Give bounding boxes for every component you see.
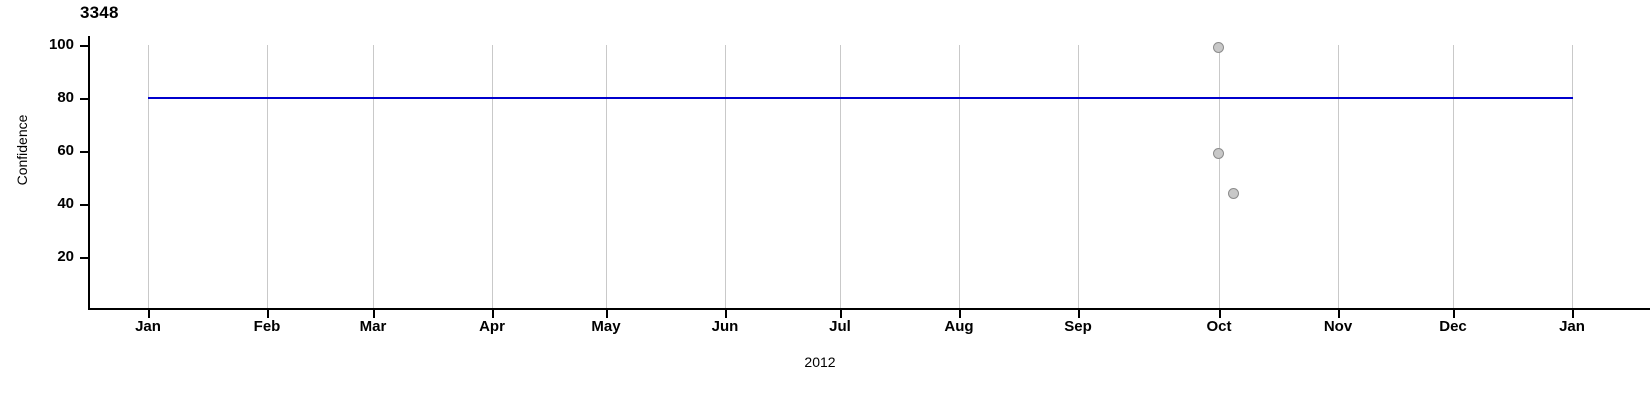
gridline (492, 45, 493, 308)
x-tick-mark (725, 310, 727, 318)
gridline (1453, 45, 1454, 308)
x-tick-label-oct: Oct (1206, 318, 1232, 335)
gridline (1338, 45, 1339, 308)
x-tick-mark (267, 310, 269, 318)
gridline (373, 45, 374, 308)
x-tick-mark (373, 310, 375, 318)
y-tick-label-40: 40 (57, 195, 74, 212)
x-tick-label-mar: Mar (359, 318, 387, 335)
x-tick-label-jul: Jul (829, 318, 851, 335)
y-tick-mark (80, 98, 88, 100)
y-tick-label-60: 60 (57, 142, 74, 159)
x-tick-mark (148, 310, 150, 318)
x-tick-label-aug: Aug (944, 318, 974, 335)
y-tick-mark (80, 151, 88, 153)
gridline (606, 45, 607, 308)
x-tick-mark (1338, 310, 1340, 318)
gridline (1219, 45, 1220, 308)
x-tick-label-feb: Feb (253, 318, 281, 335)
gridline (267, 45, 268, 308)
y-axis-line (88, 36, 90, 310)
threshold-reference-line (148, 97, 1573, 99)
x-tick-label-apr: Apr (479, 318, 505, 335)
data-point[interactable] (1213, 148, 1224, 159)
x-tick-label-dec: Dec (1439, 318, 1467, 335)
y-tick-mark (80, 204, 88, 206)
data-point[interactable] (1213, 42, 1224, 53)
y-tick-mark (80, 45, 88, 47)
gridline (959, 45, 960, 308)
x-tick-label-jan-end: Jan (1559, 318, 1585, 335)
x-tick-mark (959, 310, 961, 318)
x-axis-title: 2012 (804, 354, 836, 370)
x-tick-mark (492, 310, 494, 318)
gridline (1078, 45, 1079, 308)
gridline (725, 45, 726, 308)
x-tick-label-may: May (591, 318, 621, 335)
chart-title: 3348 (80, 3, 119, 22)
data-point[interactable] (1228, 188, 1239, 199)
gridline (1572, 45, 1573, 308)
x-tick-mark (1078, 310, 1080, 318)
gridline (840, 45, 841, 308)
y-tick-mark (80, 257, 88, 259)
x-tick-mark (606, 310, 608, 318)
gridline (148, 45, 149, 308)
x-tick-label-jan: Jan (135, 318, 161, 335)
x-tick-mark (1572, 310, 1574, 318)
x-tick-label-sep: Sep (1064, 318, 1092, 335)
y-tick-label-20: 20 (57, 248, 74, 265)
x-tick-mark (1453, 310, 1455, 318)
y-tick-label-80: 80 (57, 89, 74, 106)
x-tick-mark (1219, 310, 1221, 318)
x-tick-label-nov: Nov (1323, 318, 1353, 335)
y-tick-label-100: 100 (48, 36, 74, 53)
x-tick-mark (840, 310, 842, 318)
x-axis-line (88, 308, 1650, 310)
x-tick-label-jun: Jun (711, 318, 739, 335)
